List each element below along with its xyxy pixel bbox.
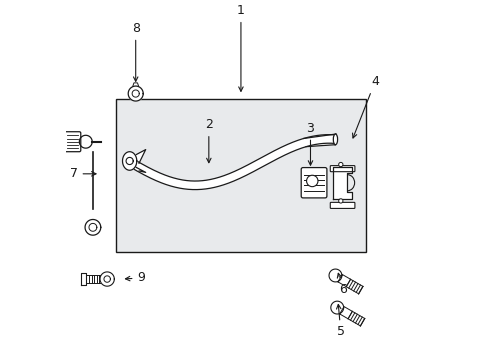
Ellipse shape [333, 134, 337, 145]
Circle shape [338, 199, 342, 203]
FancyBboxPatch shape [64, 132, 81, 152]
Text: 7: 7 [69, 167, 96, 180]
Circle shape [306, 175, 317, 187]
Polygon shape [122, 152, 137, 170]
Polygon shape [339, 307, 352, 319]
Bar [116, 99, 365, 252]
Text: 4: 4 [352, 75, 378, 138]
Polygon shape [133, 83, 138, 86]
Text: 1: 1 [237, 4, 244, 91]
Text: 2: 2 [204, 118, 212, 163]
Polygon shape [303, 134, 335, 147]
Polygon shape [79, 135, 92, 148]
Polygon shape [81, 273, 86, 285]
Text: 3: 3 [306, 122, 314, 165]
Polygon shape [100, 272, 114, 286]
Polygon shape [128, 86, 143, 101]
Text: 9: 9 [125, 271, 145, 284]
Polygon shape [330, 301, 343, 314]
Polygon shape [85, 220, 101, 235]
Polygon shape [134, 149, 145, 172]
Polygon shape [86, 275, 100, 283]
FancyBboxPatch shape [329, 166, 354, 172]
FancyBboxPatch shape [329, 202, 354, 208]
FancyBboxPatch shape [301, 167, 326, 198]
Polygon shape [328, 269, 341, 282]
Polygon shape [337, 274, 350, 287]
Text: 5: 5 [336, 305, 344, 338]
Text: 8: 8 [131, 22, 140, 81]
Circle shape [338, 162, 342, 167]
Polygon shape [332, 167, 352, 199]
Polygon shape [126, 135, 335, 190]
Text: 6: 6 [337, 273, 346, 296]
